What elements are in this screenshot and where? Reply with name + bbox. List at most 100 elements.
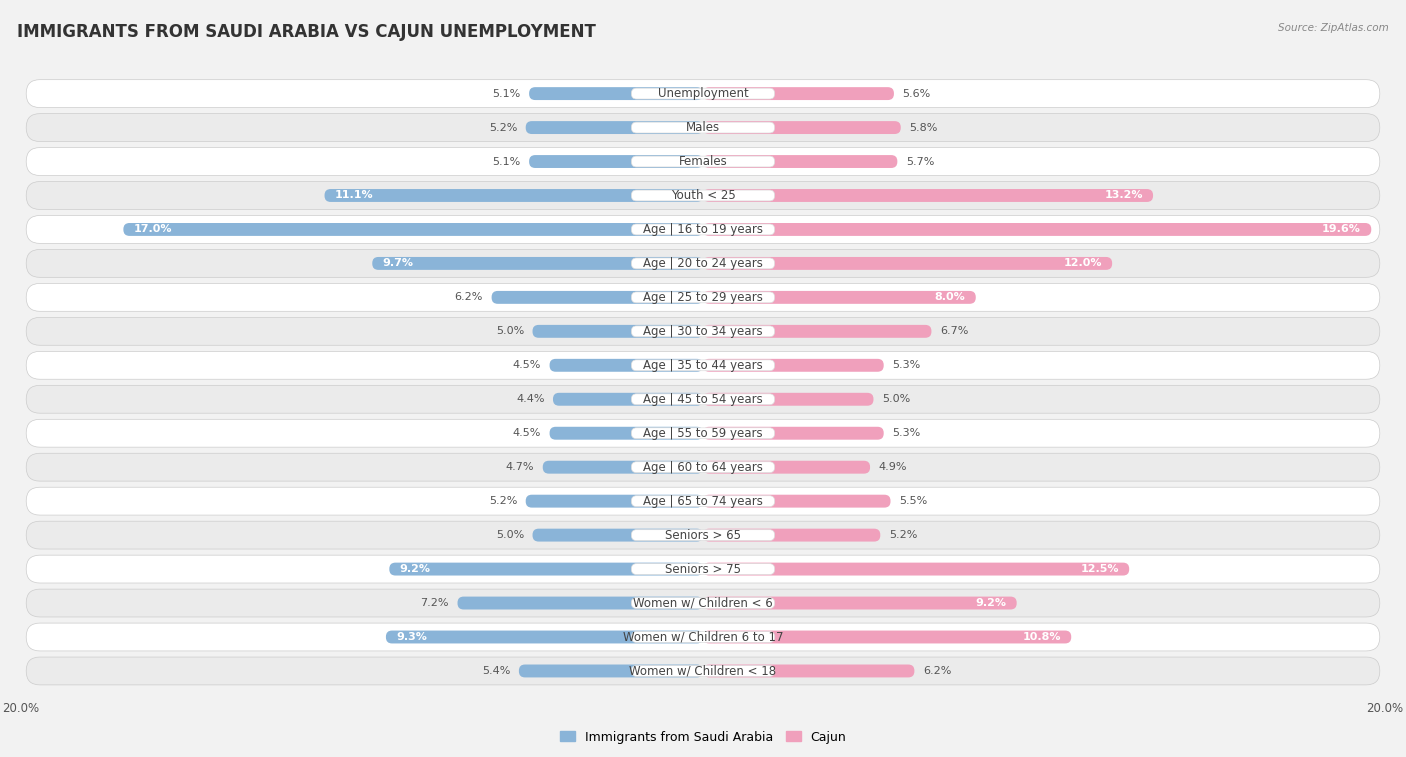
FancyBboxPatch shape [325, 189, 703, 202]
Text: Age | 35 to 44 years: Age | 35 to 44 years [643, 359, 763, 372]
Text: 5.2%: 5.2% [489, 123, 517, 132]
Text: 8.0%: 8.0% [935, 292, 966, 302]
FancyBboxPatch shape [703, 495, 890, 508]
FancyBboxPatch shape [703, 665, 914, 678]
FancyBboxPatch shape [631, 496, 775, 506]
FancyBboxPatch shape [631, 394, 775, 405]
FancyBboxPatch shape [27, 589, 1379, 617]
FancyBboxPatch shape [526, 495, 703, 508]
Text: 9.2%: 9.2% [976, 598, 1007, 608]
FancyBboxPatch shape [492, 291, 703, 304]
FancyBboxPatch shape [703, 461, 870, 474]
FancyBboxPatch shape [27, 182, 1379, 210]
Text: Women w/ Children < 6: Women w/ Children < 6 [633, 597, 773, 609]
FancyBboxPatch shape [27, 555, 1379, 583]
Text: 5.3%: 5.3% [893, 360, 921, 370]
FancyBboxPatch shape [27, 419, 1379, 447]
FancyBboxPatch shape [27, 521, 1379, 549]
Text: Age | 30 to 34 years: Age | 30 to 34 years [643, 325, 763, 338]
Text: 5.3%: 5.3% [893, 428, 921, 438]
Text: 6.2%: 6.2% [454, 292, 484, 302]
FancyBboxPatch shape [703, 528, 880, 541]
Text: 6.2%: 6.2% [922, 666, 952, 676]
Text: 19.6%: 19.6% [1322, 225, 1361, 235]
FancyBboxPatch shape [457, 597, 703, 609]
Text: 7.2%: 7.2% [420, 598, 449, 608]
Text: 11.1%: 11.1% [335, 191, 374, 201]
Legend: Immigrants from Saudi Arabia, Cajun: Immigrants from Saudi Arabia, Cajun [560, 731, 846, 743]
Text: 6.7%: 6.7% [941, 326, 969, 336]
Text: Unemployment: Unemployment [658, 87, 748, 100]
FancyBboxPatch shape [703, 597, 1017, 609]
FancyBboxPatch shape [27, 250, 1379, 277]
FancyBboxPatch shape [631, 631, 775, 643]
FancyBboxPatch shape [631, 597, 775, 609]
FancyBboxPatch shape [631, 156, 775, 167]
Text: 5.8%: 5.8% [910, 123, 938, 132]
FancyBboxPatch shape [533, 325, 703, 338]
FancyBboxPatch shape [27, 623, 1379, 651]
FancyBboxPatch shape [27, 657, 1379, 685]
Text: 10.8%: 10.8% [1022, 632, 1062, 642]
FancyBboxPatch shape [27, 317, 1379, 345]
Text: 4.4%: 4.4% [516, 394, 544, 404]
FancyBboxPatch shape [631, 360, 775, 371]
Text: Age | 25 to 29 years: Age | 25 to 29 years [643, 291, 763, 304]
Text: 5.6%: 5.6% [903, 89, 931, 98]
Text: Women w/ Children 6 to 17: Women w/ Children 6 to 17 [623, 631, 783, 643]
FancyBboxPatch shape [631, 665, 775, 677]
Text: 5.4%: 5.4% [482, 666, 510, 676]
FancyBboxPatch shape [631, 292, 775, 303]
FancyBboxPatch shape [631, 258, 775, 269]
Text: 4.9%: 4.9% [879, 463, 907, 472]
FancyBboxPatch shape [703, 291, 976, 304]
Text: 5.7%: 5.7% [905, 157, 934, 167]
Text: 12.5%: 12.5% [1080, 564, 1119, 574]
FancyBboxPatch shape [27, 79, 1379, 107]
FancyBboxPatch shape [703, 121, 901, 134]
Text: Females: Females [679, 155, 727, 168]
Text: Seniors > 75: Seniors > 75 [665, 562, 741, 575]
FancyBboxPatch shape [631, 428, 775, 438]
Text: 13.2%: 13.2% [1104, 191, 1143, 201]
FancyBboxPatch shape [385, 631, 703, 643]
Text: 5.1%: 5.1% [492, 89, 520, 98]
Text: IMMIGRANTS FROM SAUDI ARABIA VS CAJUN UNEMPLOYMENT: IMMIGRANTS FROM SAUDI ARABIA VS CAJUN UN… [17, 23, 596, 41]
FancyBboxPatch shape [631, 326, 775, 337]
FancyBboxPatch shape [703, 223, 1371, 236]
FancyBboxPatch shape [703, 325, 931, 338]
FancyBboxPatch shape [550, 359, 703, 372]
Text: 5.0%: 5.0% [882, 394, 910, 404]
FancyBboxPatch shape [124, 223, 703, 236]
Text: 12.0%: 12.0% [1063, 258, 1102, 269]
Text: Age | 20 to 24 years: Age | 20 to 24 years [643, 257, 763, 270]
FancyBboxPatch shape [27, 385, 1379, 413]
FancyBboxPatch shape [631, 88, 775, 99]
Text: 5.5%: 5.5% [898, 496, 928, 506]
Text: Age | 16 to 19 years: Age | 16 to 19 years [643, 223, 763, 236]
FancyBboxPatch shape [631, 530, 775, 540]
FancyBboxPatch shape [526, 121, 703, 134]
Text: Youth < 25: Youth < 25 [671, 189, 735, 202]
FancyBboxPatch shape [703, 257, 1112, 269]
FancyBboxPatch shape [553, 393, 703, 406]
FancyBboxPatch shape [631, 564, 775, 575]
FancyBboxPatch shape [27, 283, 1379, 311]
FancyBboxPatch shape [703, 427, 884, 440]
FancyBboxPatch shape [543, 461, 703, 474]
Text: 17.0%: 17.0% [134, 225, 172, 235]
FancyBboxPatch shape [373, 257, 703, 269]
FancyBboxPatch shape [703, 393, 873, 406]
Text: 5.0%: 5.0% [496, 530, 524, 540]
Text: Source: ZipAtlas.com: Source: ZipAtlas.com [1278, 23, 1389, 33]
FancyBboxPatch shape [27, 351, 1379, 379]
FancyBboxPatch shape [519, 665, 703, 678]
Text: Seniors > 65: Seniors > 65 [665, 528, 741, 541]
Text: Age | 45 to 54 years: Age | 45 to 54 years [643, 393, 763, 406]
FancyBboxPatch shape [703, 562, 1129, 575]
FancyBboxPatch shape [631, 122, 775, 133]
FancyBboxPatch shape [550, 427, 703, 440]
Text: Age | 55 to 59 years: Age | 55 to 59 years [643, 427, 763, 440]
Text: 9.2%: 9.2% [399, 564, 430, 574]
FancyBboxPatch shape [631, 462, 775, 472]
